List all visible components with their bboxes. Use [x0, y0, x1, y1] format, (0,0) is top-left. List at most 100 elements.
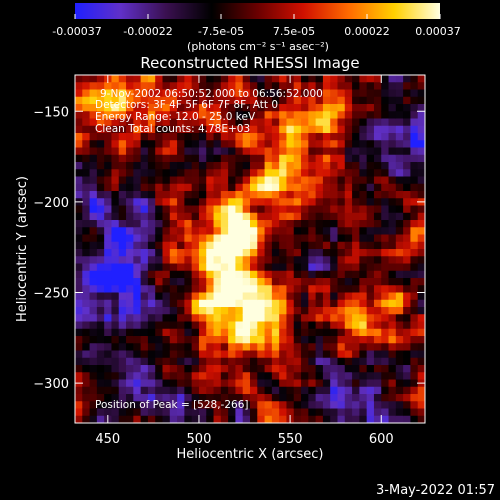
heatmap-cell [206, 241, 215, 250]
heatmap-cell [330, 140, 339, 149]
heatmap-cell [184, 270, 193, 279]
heatmap-cell [308, 75, 317, 83]
heatmap-cell [242, 183, 251, 192]
heatmap-cell [359, 154, 368, 163]
heatmap-cell [235, 263, 244, 272]
heatmap-cell [250, 205, 258, 214]
heatmap-cell [126, 321, 134, 330]
heatmap-cell [162, 270, 171, 279]
heatmap-cell [359, 75, 368, 83]
heatmap-cell [403, 183, 412, 192]
heatmap-cell [162, 249, 171, 257]
heatmap-cell [220, 212, 229, 221]
heatmap-cell [257, 147, 266, 156]
heatmap-cell [366, 249, 375, 257]
heatmap-cell [104, 263, 113, 272]
heatmap-cell [242, 147, 251, 156]
heatmap-cell [228, 408, 237, 417]
heatmap-cell [330, 89, 339, 98]
heatmap-cell [344, 278, 353, 286]
heatmap-cell [228, 75, 237, 83]
heatmap-cell [126, 198, 134, 207]
heatmap-cell [308, 118, 317, 127]
heatmap-cell [104, 343, 113, 352]
heatmap-cell [301, 198, 309, 207]
heatmap-cell [220, 82, 229, 91]
heatmap-cell [395, 285, 404, 294]
heatmap-cell [235, 205, 244, 214]
heatmap-cell [388, 292, 397, 301]
heatmap-cell [417, 241, 425, 250]
heatmap-cell [257, 299, 266, 308]
heatmap-cell [155, 125, 164, 134]
heatmap-cell [373, 299, 382, 308]
heatmap-cell [89, 133, 98, 141]
heatmap-cell [352, 263, 360, 272]
heatmap-cell [403, 394, 412, 402]
heatmap-cell [373, 140, 382, 149]
heatmap-cell [206, 169, 215, 178]
heatmap-cell [235, 212, 244, 221]
heatmap-cell [417, 256, 425, 265]
heatmap-cell [82, 140, 91, 149]
heatmap-cell [330, 241, 339, 250]
heatmap-cell [242, 357, 251, 366]
heatmap-cell [140, 147, 149, 156]
heatmap-cell [140, 379, 149, 388]
heatmap-cell [82, 96, 91, 105]
heatmap-cell [250, 379, 258, 388]
heatmap-cell [118, 314, 127, 323]
heatmap-cell [140, 307, 149, 315]
heatmap-cell [403, 336, 412, 344]
heatmap-cell [111, 415, 120, 423]
heatmap-cell [206, 415, 215, 423]
heatmap-cell [228, 270, 237, 279]
heatmap-cell [184, 249, 193, 257]
heatmap-cell [279, 140, 288, 149]
heatmap-cell [403, 372, 412, 381]
heatmap-cell [198, 263, 207, 272]
heatmap-cell [104, 350, 113, 359]
heatmap-cell [257, 278, 266, 286]
heatmap-cell [133, 386, 142, 395]
heatmap-cell [330, 205, 339, 214]
heatmap-cell [373, 278, 382, 286]
heatmap-cell [373, 118, 382, 127]
heatmap-cell [82, 154, 91, 163]
heatmap-cell [206, 147, 215, 156]
heatmap-cell [381, 350, 390, 359]
heatmap-cell [293, 408, 302, 417]
heatmap-cell [191, 183, 200, 192]
heatmap-cell [162, 379, 171, 388]
heatmap-cell [213, 212, 222, 221]
heatmap-cell [308, 220, 317, 228]
heatmap-cell [147, 357, 156, 366]
heatmap-cell [75, 227, 83, 236]
heatmap-cell [264, 299, 273, 308]
heatmap-cell [286, 314, 295, 323]
heatmap-cell [235, 140, 244, 149]
heatmap-cell [213, 386, 222, 395]
heatmap-cell [308, 96, 317, 105]
heatmap-cell [403, 401, 412, 410]
heatmap-cell [228, 183, 237, 192]
heatmap-cell [177, 343, 185, 352]
heatmap-cell [395, 104, 404, 112]
heatmap-cell [126, 379, 134, 388]
heatmap-cell [184, 285, 193, 294]
heatmap-cell [373, 307, 382, 315]
heatmap-cell [366, 140, 375, 149]
heatmap-cell [410, 321, 419, 330]
heatmap-cell [96, 350, 105, 359]
heatmap-cell [271, 205, 280, 214]
heatmap-cell [228, 220, 237, 228]
heatmap-cell [257, 227, 266, 236]
heatmap-cell [191, 111, 200, 120]
heatmap-cell [198, 118, 207, 127]
heatmap-cell [257, 154, 266, 163]
heatmap-cell [111, 162, 120, 170]
heatmap-cell [352, 249, 360, 257]
heatmap-cell [395, 154, 404, 163]
heatmap-cell [162, 96, 171, 105]
heatmap-cell [206, 278, 215, 286]
